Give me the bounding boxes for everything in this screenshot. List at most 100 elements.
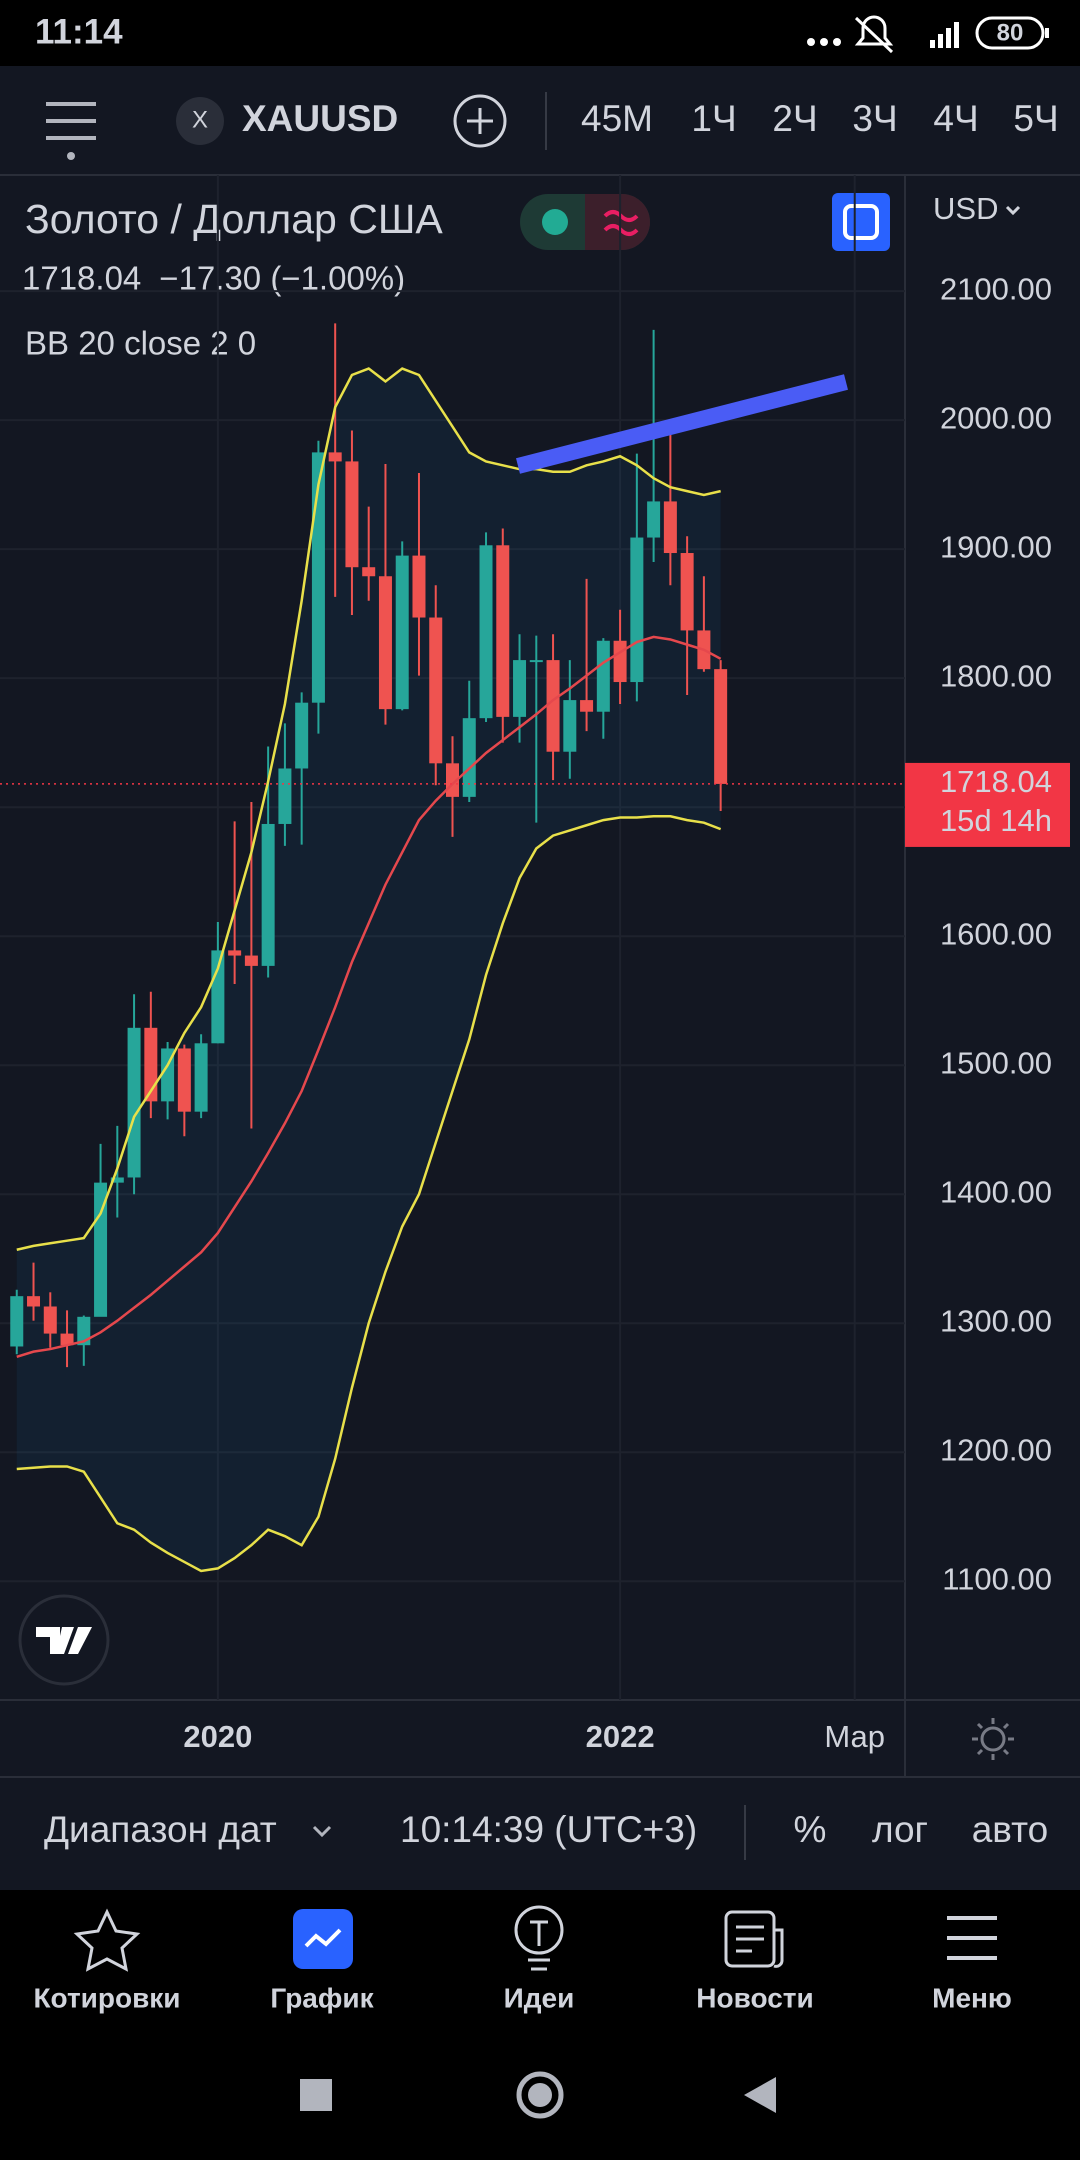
symbol[interactable]: XAUUSD	[242, 98, 398, 139]
nav-label[interactable]: Котировки	[33, 1982, 180, 2013]
trend-line-drawing[interactable]	[516, 374, 848, 474]
log-scale[interactable]: лог	[872, 1809, 928, 1850]
interval[interactable]: 1Ч	[691, 98, 736, 139]
y-tick-label: 1500.00	[940, 1045, 1052, 1080]
back-button[interactable]	[744, 2077, 776, 2113]
candle-body	[680, 553, 694, 631]
add-symbol[interactable]	[453, 94, 507, 148]
y-tick-label: 1900.00	[940, 529, 1052, 564]
interval[interactable]: 45M	[581, 98, 653, 139]
y-tick-label: 2100.00	[940, 271, 1052, 306]
news-icon[interactable]	[724, 1910, 784, 1968]
intervals: 45M 1Ч 2Ч 3Ч 4Ч 5Ч	[581, 98, 1059, 139]
band-line	[16, 367, 721, 1251]
y-tick-label: 2000.00	[940, 400, 1052, 435]
band-background	[16, 368, 721, 1571]
candle-body	[513, 660, 527, 717]
candle-body	[194, 1043, 208, 1112]
instrument-title: Золото / Доллар США	[25, 196, 443, 242]
candle-body	[714, 669, 728, 784]
countdown-label: 15d 14h	[940, 803, 1052, 838]
recents-button[interactable]	[300, 2079, 332, 2111]
auto-scale[interactable]: авто	[972, 1809, 1049, 1850]
candle-body	[596, 640, 610, 712]
candle-body	[647, 501, 661, 538]
quotes-icon[interactable]	[73, 1908, 141, 1972]
market-status[interactable]	[520, 194, 650, 250]
indicator-label: BB 20 close 2 0	[25, 325, 256, 362]
candle-body	[278, 768, 292, 824]
menu-dot	[67, 152, 75, 160]
interval[interactable]: 2Ч	[772, 98, 817, 139]
candle-body	[60, 1333, 74, 1346]
candle-body	[378, 576, 392, 710]
x-tick-label: Мар	[824, 1719, 885, 1754]
menu-button[interactable]	[46, 102, 96, 140]
nav-label[interactable]: Новости	[696, 1982, 813, 2013]
status-icons	[807, 15, 1049, 54]
candle-body	[244, 955, 258, 966]
candle-body	[395, 555, 409, 710]
plot-area	[0, 323, 905, 1573]
candle-body	[496, 545, 510, 717]
band-line	[16, 635, 722, 1359]
x-tick-label: 2022	[586, 1719, 655, 1754]
candle-body	[328, 452, 342, 462]
candle-body	[479, 545, 493, 719]
tradingview-logo[interactable]	[18, 1594, 110, 1686]
candle-body	[546, 660, 560, 752]
currency[interactable]: USD	[933, 191, 998, 226]
nav-labels: Котировки График Идеи Новости Меню	[33, 1982, 1011, 2013]
candle-body	[345, 461, 359, 568]
y-tick-label: 1300.00	[940, 1303, 1052, 1338]
y-tick-label: 1800.00	[940, 658, 1052, 693]
candle-body	[127, 1027, 141, 1178]
candle-body	[177, 1048, 191, 1112]
y-tick-label: 1600.00	[940, 916, 1052, 951]
candle-body	[563, 700, 577, 752]
last-price-tag	[905, 762, 1070, 847]
y-tick-label: 1200.00	[940, 1432, 1052, 1467]
y-tick-label: 1400.00	[940, 1174, 1052, 1209]
date-range[interactable]: Диапазон дат	[44, 1809, 277, 1850]
interval[interactable]: 3Ч	[852, 98, 897, 139]
candle-body	[429, 617, 443, 764]
candle-body	[110, 1177, 124, 1183]
menu-icon[interactable]	[947, 1916, 997, 1960]
chart-icon[interactable]	[293, 1909, 353, 1969]
candle-body	[295, 702, 309, 769]
candle-body	[663, 501, 677, 554]
date-range-caret	[312, 1825, 332, 1838]
y-tick-label: 1100.00	[942, 1561, 1052, 1596]
interval[interactable]: 4Ч	[933, 98, 978, 139]
nav-label[interactable]: График	[270, 1982, 374, 2013]
candle-body	[261, 823, 275, 966]
candle-body	[27, 1296, 41, 1307]
band-line	[16, 814, 722, 1573]
status-bar	[0, 0, 1080, 66]
candle-body	[529, 660, 543, 663]
settings-button[interactable]	[972, 1718, 1014, 1760]
clock: 11:14	[35, 12, 123, 51]
candle-body	[144, 1027, 158, 1102]
nav-label[interactable]: Идеи	[504, 1982, 575, 2013]
candle-body	[462, 718, 476, 797]
candle-body	[362, 567, 376, 577]
candle-body	[613, 640, 627, 683]
session-clock[interactable]: 10:14:39 (UTC+3)	[400, 1809, 697, 1850]
battery-level: 80	[997, 19, 1024, 46]
ideas-icon[interactable]	[514, 1905, 564, 1971]
candle-body	[412, 555, 426, 618]
axes: 1100.00 1200.00 1300.00 1400.00 1500.00 1600.…	[183, 271, 1070, 1754]
candle-body	[10, 1296, 24, 1347]
percent-scale[interactable]: %	[794, 1809, 827, 1850]
nav-label[interactable]: Меню	[932, 1982, 1012, 2013]
candle-body	[77, 1316, 91, 1346]
fullscreen-button[interactable]	[832, 193, 890, 251]
candle-body	[580, 700, 594, 712]
last-price-label: 1718.04	[940, 764, 1052, 799]
interval[interactable]: 5Ч	[1013, 98, 1058, 139]
home-button[interactable]	[516, 2071, 564, 2119]
